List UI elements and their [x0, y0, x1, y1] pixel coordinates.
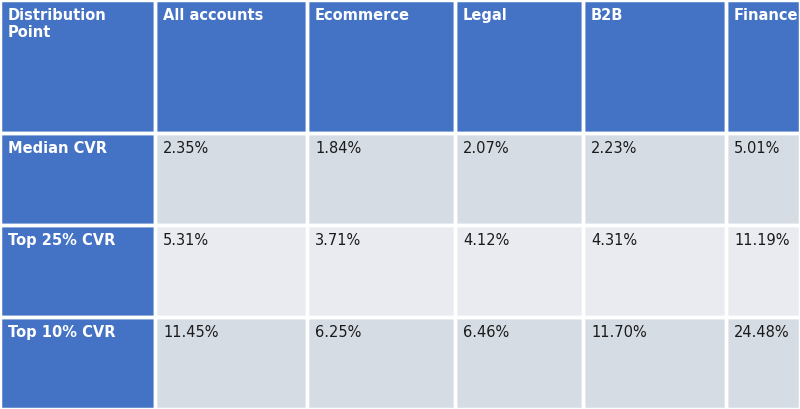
Text: 11.19%: 11.19%	[734, 233, 790, 248]
Bar	[584, 134, 725, 224]
Bar	[156, 226, 306, 316]
Text: 2.35%: 2.35%	[163, 141, 210, 156]
Text: Legal: Legal	[463, 8, 508, 23]
Text: 11.45%: 11.45%	[163, 325, 218, 340]
Bar	[584, 318, 725, 408]
Text: Top 10% CVR: Top 10% CVR	[8, 325, 115, 340]
Text: Top 25% CVR: Top 25% CVR	[8, 233, 115, 248]
Text: 4.12%: 4.12%	[463, 233, 510, 248]
Text: B2B: B2B	[591, 8, 623, 23]
Bar	[584, 226, 725, 316]
Bar	[727, 1, 798, 132]
Bar	[2, 318, 154, 408]
Bar	[308, 134, 454, 224]
Text: 6.46%: 6.46%	[463, 325, 510, 340]
Text: 2.07%: 2.07%	[463, 141, 510, 156]
Bar	[308, 318, 454, 408]
Bar	[2, 226, 154, 316]
Text: 5.31%: 5.31%	[163, 233, 209, 248]
Text: 24.48%: 24.48%	[734, 325, 790, 340]
Bar	[156, 1, 306, 132]
Bar	[456, 134, 582, 224]
Bar	[456, 1, 582, 132]
Bar	[456, 318, 582, 408]
Bar	[156, 318, 306, 408]
Text: 2.23%: 2.23%	[591, 141, 638, 156]
Text: Finance: Finance	[734, 8, 798, 23]
Text: Distribution
Point: Distribution Point	[8, 8, 106, 40]
Bar	[156, 134, 306, 224]
Text: 3.71%: 3.71%	[315, 233, 362, 248]
Bar	[727, 318, 798, 408]
Text: 4.31%: 4.31%	[591, 233, 637, 248]
Text: 1.84%: 1.84%	[315, 141, 362, 156]
Bar	[456, 226, 582, 316]
Bar	[308, 226, 454, 316]
Bar	[308, 1, 454, 132]
Text: All accounts: All accounts	[163, 8, 263, 23]
Text: 11.70%: 11.70%	[591, 325, 646, 340]
Bar	[584, 1, 725, 132]
Bar	[727, 134, 798, 224]
Text: Ecommerce: Ecommerce	[315, 8, 410, 23]
Bar	[2, 1, 154, 132]
Text: 5.01%: 5.01%	[734, 141, 780, 156]
Text: Median CVR: Median CVR	[8, 141, 107, 156]
Bar	[727, 226, 798, 316]
Text: 6.25%: 6.25%	[315, 325, 362, 340]
Bar	[2, 134, 154, 224]
